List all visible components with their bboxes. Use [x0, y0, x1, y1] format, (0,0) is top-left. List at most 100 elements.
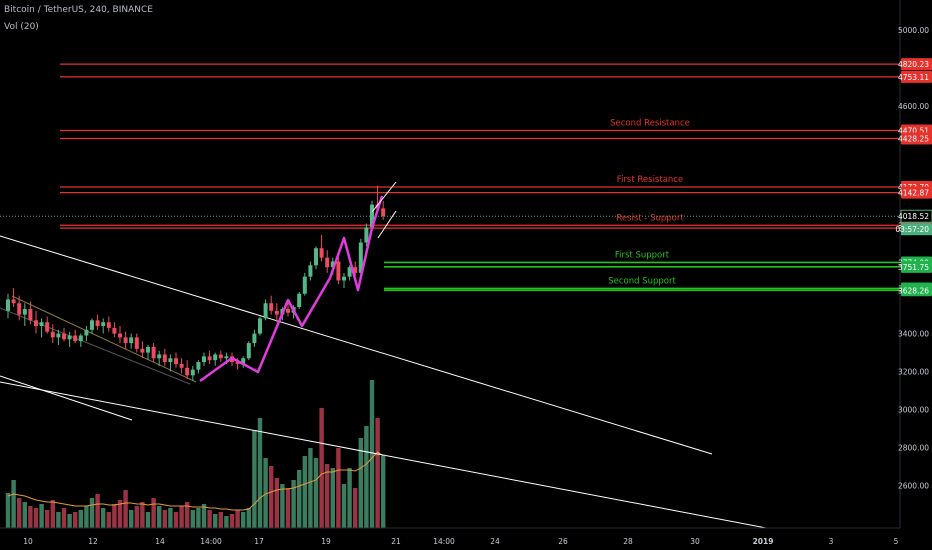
candle-body[interactable]: [336, 261, 341, 281]
price-axis[interactable]: 5000.00 4600.00 3400.00 3200.00 3000.00 2800.…: [895, 0, 932, 528]
candle-body[interactable]: [364, 227, 369, 243]
candle-body[interactable]: [28, 308, 33, 321]
candle-body[interactable]: [353, 267, 358, 273]
trend-line[interactable]: [0, 381, 767, 529]
price-tick-label: 3000.00: [898, 406, 929, 415]
candle-body[interactable]: [45, 322, 50, 332]
candle-body[interactable]: [302, 276, 307, 294]
candle-body[interactable]: [342, 276, 346, 281]
candle-body[interactable]: [17, 303, 22, 315]
volume-bar: [157, 506, 162, 528]
candle-body[interactable]: [157, 354, 162, 359]
volume-bar: [224, 516, 229, 528]
candle-body[interactable]: [218, 354, 223, 359]
candle-body[interactable]: [67, 335, 72, 340]
candle-body[interactable]: [224, 356, 229, 359]
candle-body[interactable]: [140, 348, 145, 353]
candle-body[interactable]: [269, 303, 274, 311]
candle-body[interactable]: [263, 303, 268, 319]
candle-body[interactable]: [101, 322, 106, 327]
candle-body[interactable]: [62, 333, 66, 340]
candle-body[interactable]: [319, 248, 324, 258]
candle-body[interactable]: [358, 242, 363, 273]
candle-body[interactable]: [90, 320, 94, 330]
volume-bar: [336, 448, 341, 528]
volume-bar: [190, 510, 195, 528]
price-levels[interactable]: Second Resistance First Resistance Resist …: [0, 63, 900, 292]
candle-body[interactable]: [274, 310, 279, 315]
candle-body[interactable]: [56, 333, 61, 338]
flag-line[interactable]: [377, 210, 397, 239]
volume-bar: [291, 480, 296, 528]
candle-body[interactable]: [286, 308, 290, 313]
candle-body[interactable]: [146, 346, 150, 353]
candle-body[interactable]: [314, 248, 318, 266]
candle-body[interactable]: [347, 267, 352, 277]
volume-bar: [33, 508, 39, 528]
candle-body[interactable]: [202, 356, 206, 363]
candle-body[interactable]: [78, 335, 83, 342]
candle-body[interactable]: [297, 293, 302, 308]
volume-bar: [56, 512, 61, 528]
volume-pane: [5, 380, 386, 528]
candle-body[interactable]: [381, 208, 386, 217]
zigzag-pattern[interactable]: [199, 181, 397, 383]
volume-bar: [45, 510, 50, 528]
trend-line[interactable]: [0, 375, 133, 421]
volume-bar: [168, 508, 173, 528]
candle-body[interactable]: [34, 320, 38, 327]
candle-body[interactable]: [190, 369, 195, 376]
candle-body[interactable]: [134, 337, 139, 349]
volume-bar: [151, 498, 156, 528]
candle-body[interactable]: [123, 337, 128, 344]
candle-body[interactable]: [246, 343, 251, 359]
candle-body[interactable]: [112, 327, 117, 334]
candle-body[interactable]: [330, 261, 335, 268]
candle-body[interactable]: [235, 362, 240, 364]
price-tag-label: 4470.51: [898, 126, 929, 135]
channel-line[interactable]: [11, 295, 197, 383]
candle-body[interactable]: [207, 356, 212, 361]
candle-body[interactable]: [22, 308, 27, 315]
price-tag-label: 4428.25: [898, 134, 929, 143]
candle-body[interactable]: [118, 333, 122, 338]
candle-body[interactable]: [50, 331, 55, 338]
volume-indicator-label: Vol (20): [4, 22, 39, 32]
candle-body[interactable]: [185, 367, 190, 376]
volume-bar: [123, 490, 128, 528]
time-axis[interactable]: 10 12 14 14:00 17 19 21 14:00 24 26 28 30 2019 3 5: [0, 527, 932, 550]
candle-body[interactable]: [6, 299, 10, 311]
candle-body[interactable]: [151, 346, 156, 359]
candle-body[interactable]: [11, 299, 16, 304]
candle-body[interactable]: [84, 329, 89, 336]
candle-body[interactable]: [370, 204, 374, 228]
candle-body[interactable]: [129, 337, 134, 344]
trend-line[interactable]: [0, 235, 713, 455]
candle-body[interactable]: [39, 322, 44, 327]
candle-body[interactable]: [213, 354, 218, 361]
volume-bar: [341, 484, 347, 528]
candle-body[interactable]: [162, 354, 167, 363]
trend-lines[interactable]: [0, 235, 767, 529]
candle-body[interactable]: [241, 358, 246, 364]
channel-line[interactable]: [0, 307, 191, 385]
candle-body[interactable]: [168, 358, 173, 363]
candle-body[interactable]: [252, 333, 257, 344]
price-tag: [901, 260, 932, 273]
candle-body[interactable]: [196, 362, 201, 370]
candle-body[interactable]: [174, 358, 178, 364]
flag-line[interactable]: [371, 181, 397, 213]
volume-bar: [145, 512, 151, 528]
candle-body[interactable]: [325, 257, 330, 268]
candle-body[interactable]: [106, 322, 111, 328]
candle-body[interactable]: [258, 318, 262, 334]
zigzag-line[interactable]: [199, 195, 384, 383]
time-tick-label: 17: [254, 537, 264, 546]
candle-body[interactable]: [95, 320, 100, 327]
time-tick-label: 24: [490, 537, 500, 546]
chart-title: Bitcoin / TetherUS, 240, BINANCE: [4, 5, 153, 15]
candle-body[interactable]: [308, 265, 313, 277]
candle-body[interactable]: [179, 363, 184, 368]
candle-body[interactable]: [73, 335, 78, 342]
